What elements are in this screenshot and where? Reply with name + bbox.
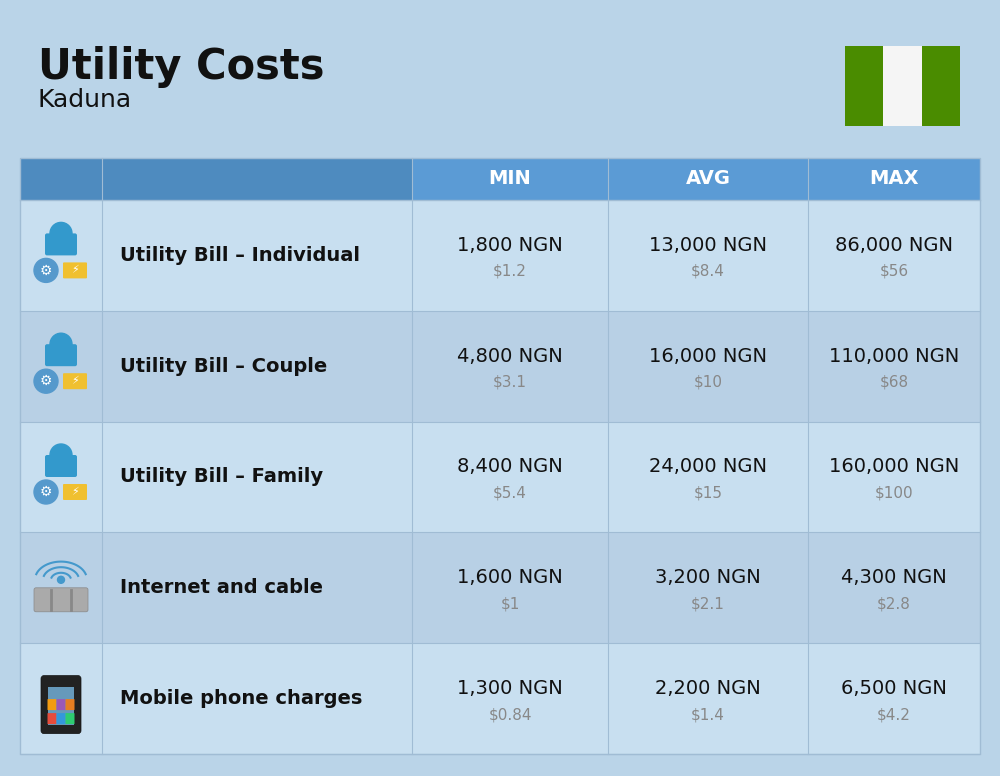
Text: $1.4: $1.4 bbox=[691, 707, 725, 722]
Text: $10: $10 bbox=[694, 375, 722, 390]
FancyBboxPatch shape bbox=[41, 676, 81, 733]
Circle shape bbox=[34, 258, 58, 282]
Text: Kaduna: Kaduna bbox=[38, 88, 132, 112]
Bar bbox=[20, 643, 980, 754]
FancyBboxPatch shape bbox=[45, 234, 77, 255]
FancyBboxPatch shape bbox=[48, 699, 56, 710]
Bar bbox=[20, 311, 980, 421]
Text: 86,000 NGN: 86,000 NGN bbox=[835, 236, 953, 255]
Text: 3,200 NGN: 3,200 NGN bbox=[655, 568, 761, 587]
Text: 13,000 NGN: 13,000 NGN bbox=[649, 236, 767, 255]
Text: 24,000 NGN: 24,000 NGN bbox=[649, 458, 767, 476]
Text: $4.2: $4.2 bbox=[877, 707, 911, 722]
Text: $0.84: $0.84 bbox=[488, 707, 532, 722]
FancyBboxPatch shape bbox=[63, 484, 87, 500]
Text: 1,600 NGN: 1,600 NGN bbox=[457, 568, 563, 587]
FancyBboxPatch shape bbox=[66, 713, 74, 724]
Circle shape bbox=[34, 480, 58, 504]
Text: $15: $15 bbox=[694, 486, 722, 501]
Text: MIN: MIN bbox=[489, 169, 531, 189]
Text: Utility Bill – Family: Utility Bill – Family bbox=[120, 467, 323, 487]
Text: $56: $56 bbox=[879, 264, 909, 279]
FancyBboxPatch shape bbox=[63, 373, 87, 390]
Text: ⚙: ⚙ bbox=[40, 263, 52, 277]
Bar bbox=[20, 532, 980, 643]
Bar bbox=[20, 158, 980, 754]
Text: Utility Bill – Individual: Utility Bill – Individual bbox=[120, 246, 360, 265]
Text: $5.4: $5.4 bbox=[493, 486, 527, 501]
Text: $3.1: $3.1 bbox=[493, 375, 527, 390]
Text: Internet and cable: Internet and cable bbox=[120, 578, 323, 598]
FancyBboxPatch shape bbox=[63, 262, 87, 279]
Text: ⚙: ⚙ bbox=[40, 374, 52, 388]
Text: Utility Bill – Couple: Utility Bill – Couple bbox=[120, 357, 327, 376]
Text: $2.8: $2.8 bbox=[877, 596, 911, 611]
Text: ⚙: ⚙ bbox=[40, 485, 52, 499]
Bar bbox=[608, 158, 808, 200]
Bar bbox=[845, 46, 883, 126]
Text: 4,800 NGN: 4,800 NGN bbox=[457, 347, 563, 365]
Circle shape bbox=[50, 444, 72, 466]
Text: ⚡: ⚡ bbox=[71, 487, 79, 497]
FancyBboxPatch shape bbox=[56, 713, 66, 724]
Text: ⚡: ⚡ bbox=[71, 265, 79, 275]
Bar bbox=[412, 158, 608, 200]
FancyBboxPatch shape bbox=[66, 699, 74, 710]
Bar bbox=[20, 200, 980, 311]
Text: 160,000 NGN: 160,000 NGN bbox=[829, 458, 959, 476]
Text: 8,400 NGN: 8,400 NGN bbox=[457, 458, 563, 476]
FancyBboxPatch shape bbox=[45, 455, 77, 477]
Circle shape bbox=[50, 333, 72, 355]
Text: $1: $1 bbox=[500, 596, 520, 611]
Text: 110,000 NGN: 110,000 NGN bbox=[829, 347, 959, 365]
Bar bbox=[883, 46, 922, 126]
FancyBboxPatch shape bbox=[56, 699, 66, 710]
Text: $8.4: $8.4 bbox=[691, 264, 725, 279]
FancyBboxPatch shape bbox=[45, 345, 77, 366]
Bar bbox=[20, 421, 980, 532]
Text: ⚡: ⚡ bbox=[71, 376, 79, 386]
Text: 4,300 NGN: 4,300 NGN bbox=[841, 568, 947, 587]
Circle shape bbox=[58, 577, 64, 584]
Text: $68: $68 bbox=[879, 375, 909, 390]
Text: $100: $100 bbox=[875, 486, 913, 501]
Text: 2,200 NGN: 2,200 NGN bbox=[655, 679, 761, 698]
Circle shape bbox=[50, 223, 72, 244]
Text: AVG: AVG bbox=[686, 169, 730, 189]
Text: Utility Costs: Utility Costs bbox=[38, 46, 324, 88]
FancyBboxPatch shape bbox=[34, 587, 88, 611]
Text: 1,300 NGN: 1,300 NGN bbox=[457, 679, 563, 698]
Bar bbox=[20, 158, 412, 200]
Bar bbox=[48, 687, 74, 725]
Text: $1.2: $1.2 bbox=[493, 264, 527, 279]
Bar bbox=[808, 158, 980, 200]
Circle shape bbox=[34, 369, 58, 393]
Text: MAX: MAX bbox=[869, 169, 919, 189]
Text: 6,500 NGN: 6,500 NGN bbox=[841, 679, 947, 698]
Text: 16,000 NGN: 16,000 NGN bbox=[649, 347, 767, 365]
Text: Mobile phone charges: Mobile phone charges bbox=[120, 689, 362, 708]
Bar bbox=[922, 46, 960, 126]
FancyBboxPatch shape bbox=[48, 713, 56, 724]
Text: 1,800 NGN: 1,800 NGN bbox=[457, 236, 563, 255]
Text: $2.1: $2.1 bbox=[691, 596, 725, 611]
